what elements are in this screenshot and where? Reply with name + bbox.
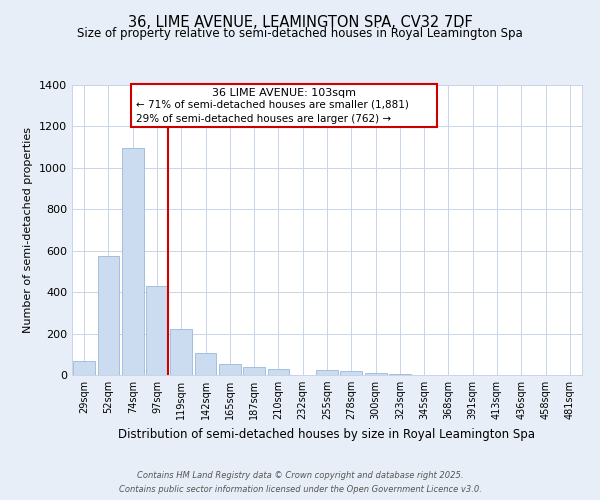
Bar <box>146 286 168 375</box>
Text: 29% of semi-detached houses are larger (762) →: 29% of semi-detached houses are larger (… <box>136 114 391 124</box>
Bar <box>389 374 411 375</box>
Text: 36 LIME AVENUE: 103sqm: 36 LIME AVENUE: 103sqm <box>212 88 356 98</box>
Bar <box>365 373 386 375</box>
Text: Contains HM Land Registry data © Crown copyright and database right 2025.: Contains HM Land Registry data © Crown c… <box>137 471 463 480</box>
Text: ← 71% of semi-detached houses are smaller (1,881): ← 71% of semi-detached houses are smalle… <box>136 100 409 110</box>
Text: Size of property relative to semi-detached houses in Royal Leamington Spa: Size of property relative to semi-detach… <box>77 28 523 40</box>
Bar <box>97 256 119 375</box>
FancyBboxPatch shape <box>131 84 437 127</box>
Bar <box>268 369 289 375</box>
Y-axis label: Number of semi-detached properties: Number of semi-detached properties <box>23 127 34 333</box>
Bar <box>122 148 143 375</box>
Bar <box>340 371 362 375</box>
Bar <box>73 360 95 375</box>
Text: Contains public sector information licensed under the Open Government Licence v3: Contains public sector information licen… <box>119 485 481 494</box>
Text: 36, LIME AVENUE, LEAMINGTON SPA, CV32 7DF: 36, LIME AVENUE, LEAMINGTON SPA, CV32 7D… <box>128 15 472 30</box>
Bar <box>316 370 338 375</box>
Bar <box>194 353 217 375</box>
X-axis label: Distribution of semi-detached houses by size in Royal Leamington Spa: Distribution of semi-detached houses by … <box>119 428 536 440</box>
Bar <box>170 330 192 375</box>
Bar <box>243 366 265 375</box>
Bar <box>219 364 241 375</box>
